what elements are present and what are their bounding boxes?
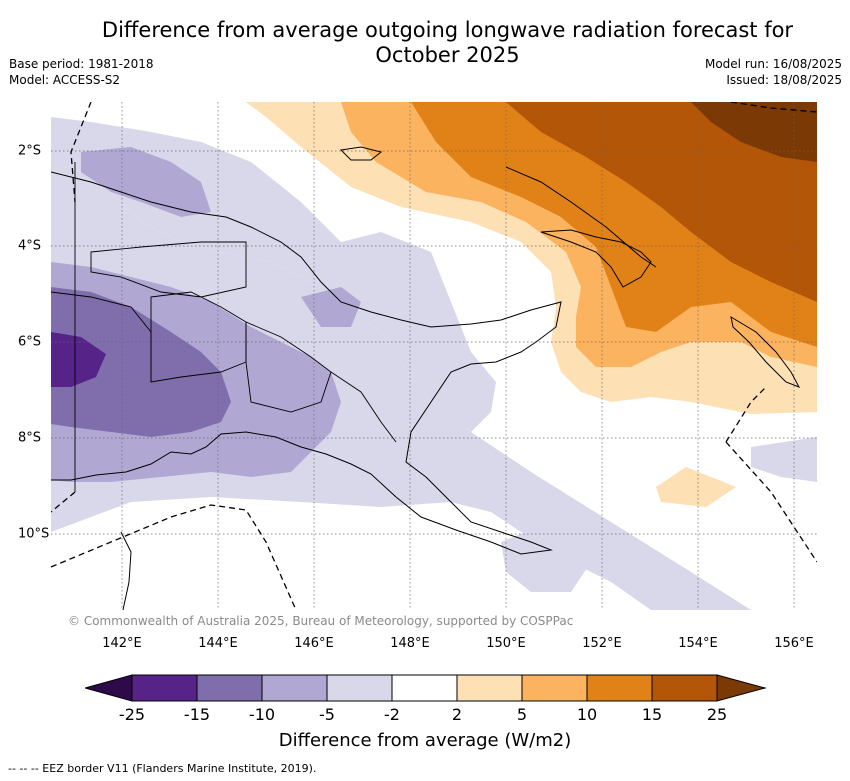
colorbar-tick: -25 xyxy=(118,705,146,724)
lon-tick: 156°E xyxy=(774,636,814,651)
negative-zone-very-strong xyxy=(51,332,106,387)
map-panel xyxy=(51,102,817,610)
colorbar-segment xyxy=(131,674,198,702)
lon-tick: 146°E xyxy=(294,636,334,651)
manus-coast xyxy=(339,146,383,161)
negative-zone-medium-north xyxy=(81,147,211,217)
colorbar-label: Difference from average (W/m2) xyxy=(278,730,572,751)
colorbar-segment xyxy=(521,674,588,702)
lon-tick: 142°E xyxy=(102,636,142,651)
meta-right: Model run: 16/08/2025 Issued: 18/08/2025 xyxy=(705,56,842,88)
eez-borders xyxy=(51,102,817,610)
eez-legend: -- -- -- EEZ border V11 (Flanders Marine… xyxy=(8,762,317,775)
colorbar-segment xyxy=(391,674,458,702)
negative-zone-far-east xyxy=(751,437,817,482)
issued-date: Issued: 18/08/2025 xyxy=(726,73,842,87)
bougainville-coast xyxy=(730,315,801,388)
colorbar-extend-low xyxy=(85,674,133,702)
new-ireland-coast xyxy=(505,166,657,268)
colorbar xyxy=(85,674,767,702)
colorbar-segment xyxy=(651,674,718,702)
model-run: Model run: 16/08/2025 xyxy=(704,57,842,71)
neutral-zone-south xyxy=(51,497,651,610)
positive-zone-light-east xyxy=(656,467,736,507)
new-britain-coast xyxy=(540,229,652,288)
negative-zone-strong xyxy=(51,287,231,437)
coastlines xyxy=(51,146,801,610)
positive-zone-very-strong xyxy=(506,102,817,302)
colorbar-tick: -5 xyxy=(319,705,335,724)
colorbar-tick: 5 xyxy=(516,705,528,724)
colorbar-segment xyxy=(456,674,523,702)
colorbar-segment xyxy=(586,674,653,702)
copyright-notice: © Commonwealth of Australia 2025, Bureau… xyxy=(68,614,574,628)
model-name: Model: ACCESS-S2 xyxy=(9,73,121,87)
colorbar-tick: 15 xyxy=(641,705,663,724)
australia-coast xyxy=(120,531,132,610)
positive-zone-extreme xyxy=(691,102,817,162)
colorbar-segment xyxy=(196,674,263,702)
lat-tick: 10°S xyxy=(18,526,50,542)
new-guinea-coast xyxy=(51,171,562,555)
colorbar-tick: 10 xyxy=(576,705,598,724)
gridlines xyxy=(51,102,817,610)
colorbar-segment xyxy=(261,674,328,702)
colorbar-tick: 2 xyxy=(451,705,463,724)
lat-tick: 8°S xyxy=(18,430,42,446)
lat-tick: 2°S xyxy=(18,143,42,159)
meta-left: Base period: 1981-2018 Model: ACCESS-S2 xyxy=(9,56,154,88)
colorbar-tick: 25 xyxy=(706,705,728,724)
lon-tick: 154°E xyxy=(678,636,718,651)
colorbar-tick: -10 xyxy=(248,705,276,724)
colorbar-tick: -15 xyxy=(183,705,211,724)
base-period: Base period: 1981-2018 xyxy=(9,57,154,71)
map-title: Difference from average outgoing longwav… xyxy=(101,18,794,67)
lon-tick: 150°E xyxy=(486,636,526,651)
negative-zone-medium-east xyxy=(301,287,361,327)
lon-tick: 152°E xyxy=(582,636,622,651)
colorbar-extend-high xyxy=(716,674,767,702)
colorbar-tick: -2 xyxy=(384,705,400,724)
lat-tick: 4°S xyxy=(18,238,42,254)
lon-tick: 144°E xyxy=(198,636,238,651)
lat-tick: 6°S xyxy=(18,334,42,350)
admin-borders xyxy=(51,162,397,492)
lon-tick: 148°E xyxy=(390,636,430,651)
colorbar-segment xyxy=(326,674,393,702)
